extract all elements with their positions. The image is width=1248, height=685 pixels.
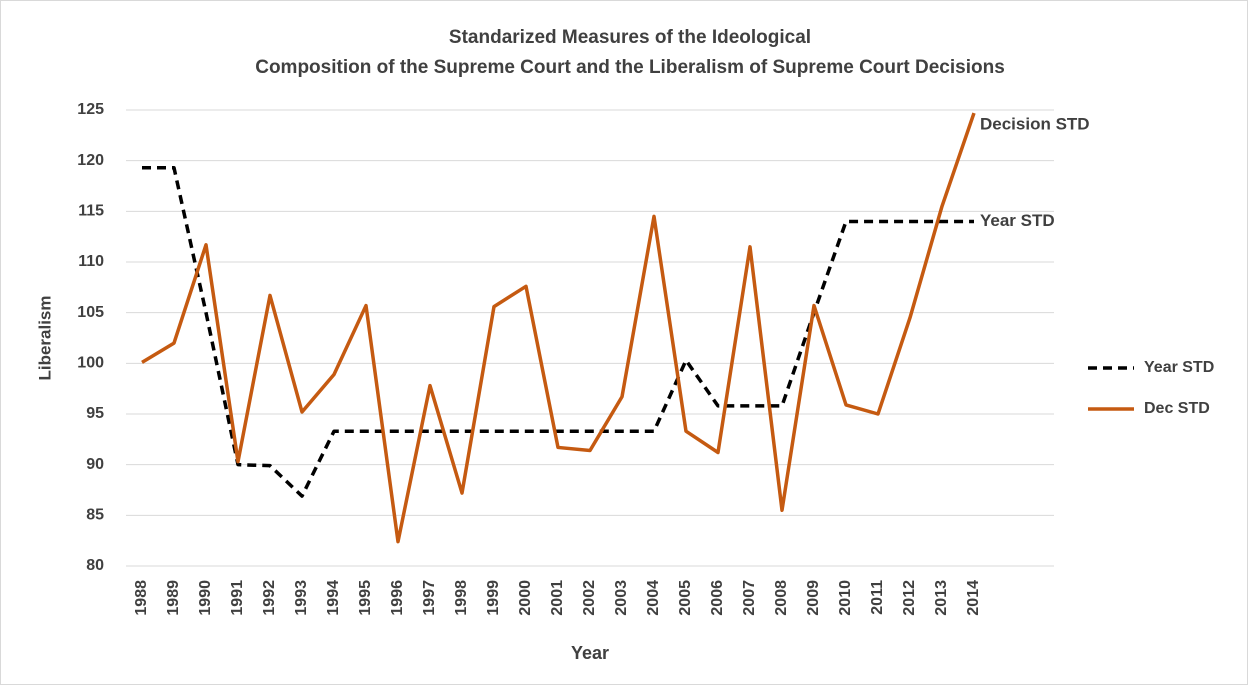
chart-title: Standarized Measures of the Ideological <box>449 27 811 48</box>
x-tick-label: 1997 <box>421 580 438 616</box>
annotation: Decision STD <box>980 115 1090 134</box>
y-tick-label: 100 <box>77 355 104 372</box>
x-tick-label: 2008 <box>773 580 790 616</box>
y-tick-label: 125 <box>77 101 104 118</box>
x-tick-label: 1998 <box>453 580 470 616</box>
x-tick-label: 2001 <box>549 580 566 616</box>
x-tick-label: 2009 <box>805 580 822 616</box>
y-tick-label: 105 <box>77 304 104 321</box>
x-tick-label: 1988 <box>133 580 150 616</box>
y-tick-label: 90 <box>86 456 104 473</box>
x-tick-label: 1999 <box>485 580 502 616</box>
y-tick-label: 80 <box>86 557 104 574</box>
y-tick-label: 85 <box>86 507 104 524</box>
x-tick-label: 2007 <box>741 580 758 616</box>
x-tick-label: 1991 <box>229 580 246 616</box>
x-tick-label: 2000 <box>517 580 534 616</box>
x-tick-label: 1992 <box>261 580 278 616</box>
y-tick-label: 115 <box>78 203 104 220</box>
x-tick-label: 1989 <box>165 580 182 616</box>
x-tick-label: 2011 <box>869 580 886 615</box>
annotation: Year STD <box>980 211 1055 230</box>
y-tick-label: 120 <box>77 152 104 169</box>
x-tick-label: 2003 <box>613 580 630 616</box>
chart-title: Composition of the Supreme Court and the… <box>255 57 1005 78</box>
x-tick-label: 2005 <box>677 580 694 616</box>
y-tick-label: 110 <box>78 253 104 270</box>
x-tick-label: 2013 <box>933 580 950 616</box>
x-tick-label: 1995 <box>357 580 374 616</box>
x-tick-label: 2014 <box>965 580 982 616</box>
x-tick-label: 1993 <box>293 580 310 616</box>
y-axis-label: Liberalism <box>35 295 54 380</box>
y-tick-label: 95 <box>86 405 104 422</box>
x-tick-label: 2004 <box>645 580 662 616</box>
series-line <box>142 166 974 498</box>
x-tick-label: 2002 <box>581 580 598 616</box>
x-tick-label: 1994 <box>325 580 342 616</box>
series-line <box>141 112 976 544</box>
x-tick-label: 2010 <box>837 580 854 616</box>
x-tick-label: 2012 <box>901 580 918 616</box>
x-tick-label: 1996 <box>389 580 406 616</box>
x-tick-label: 1990 <box>197 580 214 616</box>
x-axis-label: Year <box>571 643 609 663</box>
legend-label: Dec STD <box>1144 400 1210 417</box>
x-tick-label: 2006 <box>709 580 726 616</box>
legend-label: Year STD <box>1144 359 1214 376</box>
